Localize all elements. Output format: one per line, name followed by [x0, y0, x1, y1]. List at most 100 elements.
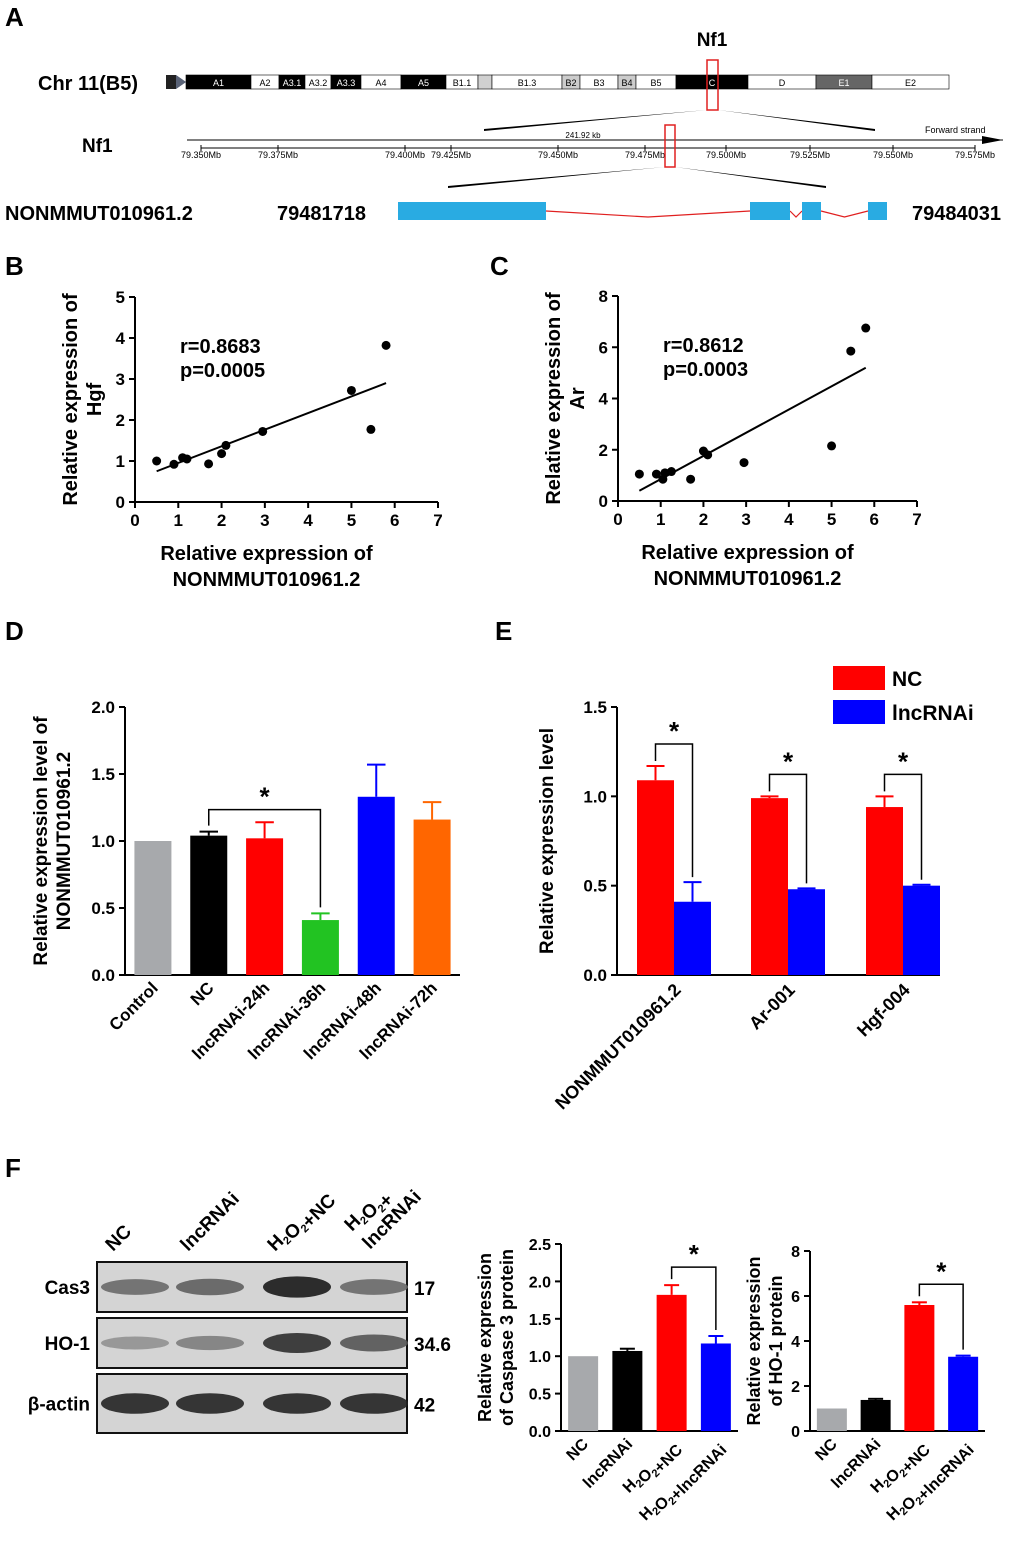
blot-band — [263, 1333, 331, 1353]
significance-star: * — [898, 746, 909, 776]
bar — [788, 889, 825, 975]
y-tick-label: 2 — [116, 411, 125, 430]
exon — [802, 202, 821, 220]
data-point — [846, 346, 856, 356]
y-axis-label: Relative expression level — [537, 728, 558, 954]
band-label: B2 — [565, 78, 576, 88]
r-value: r=0.8683 — [180, 336, 261, 358]
category-label: Control — [106, 978, 162, 1034]
legend-label: NC — [892, 668, 922, 691]
data-point — [152, 456, 162, 466]
blot-band — [340, 1334, 408, 1352]
centromere-cap — [166, 75, 176, 89]
y-tick-label: 5 — [116, 288, 125, 307]
centromere-right — [176, 75, 186, 89]
x-axis-label: Relative expression of — [641, 542, 854, 564]
transcript-locus-highlight — [664, 124, 676, 168]
x-axis-label: NONMMUT010961.2 — [173, 569, 361, 591]
zoom-wedge-left — [484, 110, 707, 131]
data-point — [366, 424, 376, 434]
y-tick-label: 1.0 — [583, 787, 607, 806]
blot-row-label: Cas3 — [45, 1278, 90, 1299]
band-label: D — [779, 78, 786, 88]
lane-label: NC — [102, 1221, 136, 1255]
y-axis-label: NONMMUT010961.2 — [54, 752, 75, 930]
y-tick-label: 2 — [791, 1379, 800, 1396]
bar — [246, 838, 284, 975]
blot-row-label: β-actin — [28, 1395, 90, 1416]
transcript-start: 79481718 — [277, 203, 366, 225]
y-tick-label: 2.0 — [91, 698, 115, 717]
tick-label: 79.500Mb — [706, 150, 746, 160]
significance-star: * — [936, 1256, 947, 1286]
category-label: NC — [187, 978, 218, 1009]
blot-band — [101, 1393, 169, 1414]
data-point — [634, 469, 644, 479]
x-tick-label: 1 — [174, 511, 183, 530]
y-tick-label: 1.5 — [91, 765, 115, 784]
bar — [190, 835, 228, 975]
bar — [904, 1305, 935, 1431]
band-label: E2 — [905, 78, 916, 88]
y-tick-label: 0.0 — [529, 1424, 551, 1441]
tick-label: 79.350Mb — [181, 150, 221, 160]
tick-label: 79.425Mb — [431, 150, 471, 160]
nf1-track-label: Nf1 — [82, 136, 113, 157]
data-point — [827, 441, 837, 451]
y-tick-label: 8 — [599, 287, 608, 306]
span-label: 241.92 kb — [565, 131, 601, 140]
y-tick-label: 1.5 — [529, 1312, 551, 1329]
x-tick-label: 7 — [912, 510, 921, 529]
y-tick-label: 0.0 — [583, 966, 607, 985]
y-axis-label: Relative expression — [475, 1253, 495, 1422]
bar — [134, 841, 172, 975]
legend-label: lncRNAi — [892, 702, 974, 725]
category-label: Ar-001 — [745, 980, 799, 1034]
x-tick-label: 0 — [613, 510, 622, 529]
data-point — [346, 385, 356, 395]
blot-band — [101, 1336, 169, 1350]
tick-label: 79.575Mb — [955, 150, 995, 160]
x-tick-label: 7 — [433, 511, 442, 530]
tick-label: 79.525Mb — [790, 150, 830, 160]
legend-swatch — [833, 700, 885, 724]
y-axis-label: of HO-1 protein — [766, 1276, 786, 1407]
blot-band — [263, 1393, 331, 1414]
y-tick-label: 3 — [116, 370, 125, 389]
x-tick-label: 2 — [217, 511, 226, 530]
bar — [866, 807, 903, 975]
blot-band — [263, 1276, 331, 1298]
data-point — [381, 340, 391, 350]
bar — [700, 1343, 731, 1431]
significance-star: * — [783, 746, 794, 776]
y-tick-label: 6 — [791, 1289, 800, 1306]
data-point — [739, 458, 749, 468]
panel-e-letter: E — [495, 616, 512, 646]
exon — [398, 202, 546, 220]
band-label: B1.1 — [453, 78, 472, 88]
y-tick-label: 4 — [116, 329, 126, 348]
band-label: B5 — [650, 78, 661, 88]
y-axis-label: Relative expression of — [543, 292, 565, 505]
tick-label: 79.550Mb — [873, 150, 913, 160]
data-point — [861, 323, 871, 333]
blot-kda-label: 42 — [414, 1396, 435, 1417]
x-tick-label: 5 — [827, 510, 836, 529]
y-tick-label: 1.0 — [529, 1349, 551, 1366]
intron — [820, 210, 869, 218]
y-tick-label: 0.5 — [91, 899, 115, 918]
transcript-end: 79484031 — [912, 203, 1001, 225]
band-label: B4 — [621, 78, 632, 88]
y-tick-label: 1 — [116, 452, 125, 471]
y-tick-label: 4 — [599, 390, 609, 409]
blot-row-label: HO-1 — [45, 1334, 91, 1355]
band-label: A3.2 — [309, 78, 328, 88]
band-label: A5 — [418, 78, 429, 88]
category-label: NC — [812, 1435, 841, 1464]
chart-f-ho1-bar: 02468NClncRNAiH2O2+NCH2O2+lncRNAi*Relati… — [744, 1244, 985, 1524]
y-tick-label: 0.0 — [91, 966, 115, 985]
x-tick-label: 3 — [741, 510, 750, 529]
